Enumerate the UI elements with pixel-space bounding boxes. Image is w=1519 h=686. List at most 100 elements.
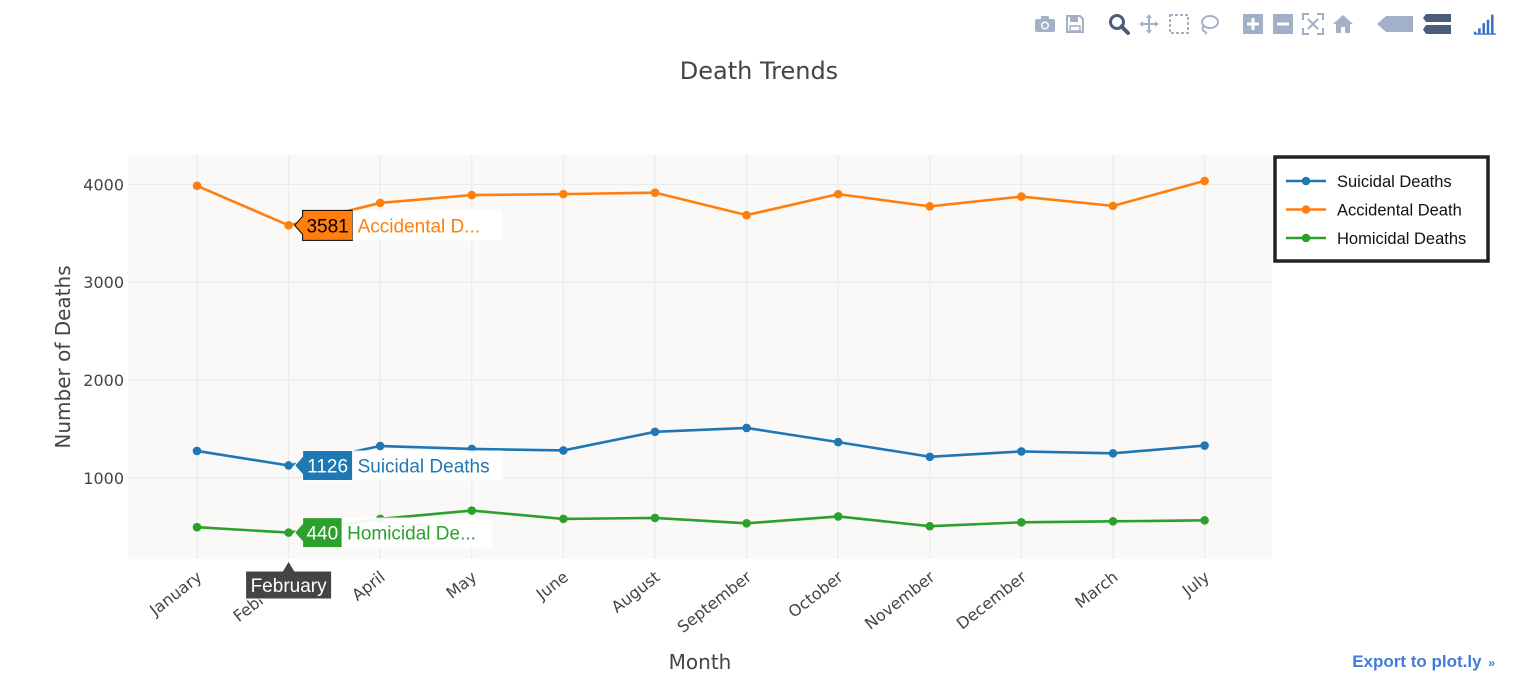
x-axis-title: Month [669,650,732,674]
data-point [1017,192,1026,201]
zoom-in-icon[interactable] [1241,12,1265,36]
data-point [833,512,843,521]
hover-label: 1126 Suicidal Deaths [293,449,503,481]
data-point [284,528,293,537]
grid [128,155,1272,559]
legend-swatch-marker [1301,205,1311,214]
data-point [742,518,751,528]
data-point [925,202,935,211]
data-point [1017,447,1026,456]
save-icon[interactable] [1063,12,1087,36]
x-tick-label: May [442,567,480,602]
series-suicidal-deaths [192,423,1209,470]
data-point [1017,518,1026,527]
x-tick-label: January [145,567,205,620]
x-tick-label: April [348,567,389,604]
zoom-icon[interactable] [1107,12,1131,36]
hover-x-box [245,560,333,600]
reset-axes-icon[interactable] [1331,12,1355,36]
data-point [375,198,385,208]
export-to-plotly-link[interactable]: Export to plot.ly » [1352,652,1495,671]
x-tick-label: November [861,567,939,633]
legend-swatch-marker [1301,233,1311,243]
hover-name-text: Homicidal De... [347,524,476,545]
y-axis-title: Number of Deaths [51,265,75,448]
close-export-icon[interactable]: » [1488,656,1495,670]
data-point [1200,176,1209,186]
lasso-select-icon[interactable] [1197,12,1221,36]
y-tick-label: 4000 [83,175,124,194]
data-point [284,461,293,470]
hover-compare-icon[interactable] [1421,12,1453,36]
data-point [467,190,477,200]
data-point [375,441,385,451]
hover-value-text: 440 [306,524,338,545]
legend-item: Accidental Death [1286,202,1462,220]
legend: Suicidal Deaths Accidental Death Homicidal… [1273,155,1490,263]
data-point [284,221,293,230]
data-point [559,189,568,199]
x-tick-label: December [953,567,1030,633]
data-point [650,188,660,197]
pan-icon[interactable] [1137,12,1161,36]
modebar-group [1369,12,1453,36]
data-point [650,427,660,437]
hover-labels: 3581 Accidental D... 1126 Suicidal Deaths 44… [245,209,503,600]
hover-name-backdrop [342,517,492,548]
autoscale-icon[interactable] [1301,12,1325,36]
modebar-group [1235,12,1355,36]
y-tick-label: 3000 [83,273,124,292]
data-point [1200,441,1209,450]
hover-label: 440 Homicidal De... [293,517,492,549]
hover-value-text: 3581 [306,216,348,237]
x-tick-label: August [608,567,664,616]
modebar [1013,10,1497,38]
legend-label: Suicidal Deaths [1337,173,1452,191]
x-tick-label: September [674,567,756,637]
zoom-out-icon[interactable] [1271,12,1295,36]
modebar-group [1027,12,1087,36]
data-point [467,506,477,515]
legend-label: Homicidal Deaths [1337,230,1466,248]
y-tick-label: 1000 [83,469,124,488]
hover-name-text: Accidental D... [358,216,481,237]
camera-icon[interactable] [1033,12,1057,36]
hover-closest-icon[interactable] [1375,12,1415,36]
data-point [192,446,202,456]
x-tick-label: October [785,567,847,622]
hover-name-text: Suicidal Deaths [358,456,490,477]
x-tick-label: March [1071,567,1121,612]
series-line [196,179,1205,227]
modebar-group [1467,12,1497,36]
plot-area [128,155,1272,559]
hover-value-text: 1126 [307,456,348,477]
data-point [559,514,568,524]
legend-swatch-marker [1301,176,1311,186]
data-point [1108,517,1118,526]
legend-item: Suicidal Deaths [1286,173,1452,191]
hover-x-label: February [245,560,333,600]
data-point [1200,516,1209,525]
modebar-group [1101,12,1221,36]
legend-label: Accidental Death [1337,202,1462,220]
legend-item: Homicidal Deaths [1286,230,1466,248]
hover-label: 3581 Accidental D... [293,209,503,241]
data-point [925,452,935,462]
data-point [192,522,202,532]
data-point [742,423,751,433]
hover-x-text: February [251,576,328,597]
data-point [925,521,935,531]
plotly-logo-icon[interactable] [1473,12,1497,36]
chart-title: Death Trends [680,57,838,85]
series-line [196,426,1205,467]
data-point [650,513,660,523]
hover-name-backdrop [352,210,503,241]
box-select-icon[interactable] [1167,12,1191,36]
x-tick-label: July [1178,567,1213,600]
data-point [192,181,202,191]
data-point [833,189,843,199]
hover-name-backdrop [352,450,503,481]
x-tick-label: June [532,567,572,604]
series-accidental-death [192,176,1209,230]
